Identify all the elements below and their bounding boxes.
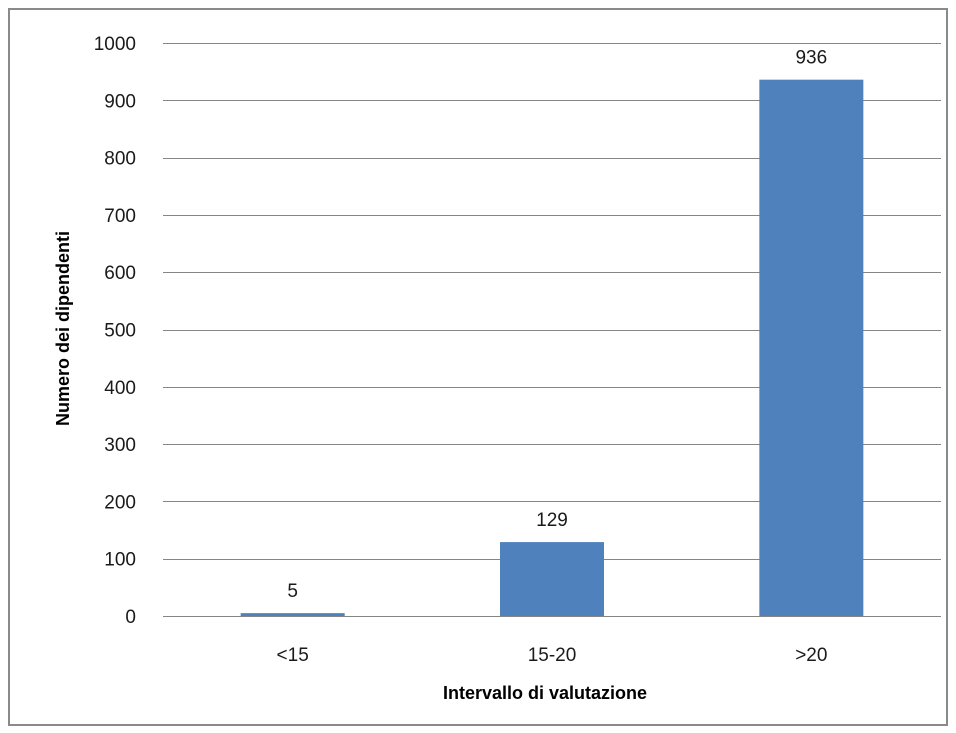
y-tick-label: 1000 [94,34,136,55]
y-axis-tick-labels: 0 100 200 300 400 500 600 700 800 900 1000 [94,34,136,628]
y-tick-label: 300 [104,435,136,456]
bar-value-label: 936 [795,48,827,69]
x-tick-label: >20 [795,645,827,666]
y-tick-label: 700 [104,206,136,227]
y-tick-label: 600 [104,263,136,284]
bar-value-label: 129 [536,510,568,531]
y-tick-label: 400 [104,378,136,399]
y-tick-label: 800 [104,149,136,170]
y-tick-label: 500 [104,321,136,342]
x-tick-label: 15-20 [528,645,577,666]
y-tick-label: 0 [125,607,136,628]
y-tick-label: 900 [104,91,136,112]
bar-value-label: 5 [287,581,298,602]
x-axis-title: Intervallo di valutazione [443,683,647,703]
y-tick-label: 200 [104,492,136,513]
y-axis-title: Numero dei dipendenti [53,231,73,426]
bars [240,79,864,616]
x-axis-tick-labels: <15 15-20 >20 [277,645,828,666]
bar [759,79,864,616]
bar [240,613,345,616]
data-labels: 5 129 936 [287,48,827,602]
bar [500,542,604,616]
y-tick-label: 100 [104,550,136,571]
x-tick-label: <15 [277,645,309,666]
